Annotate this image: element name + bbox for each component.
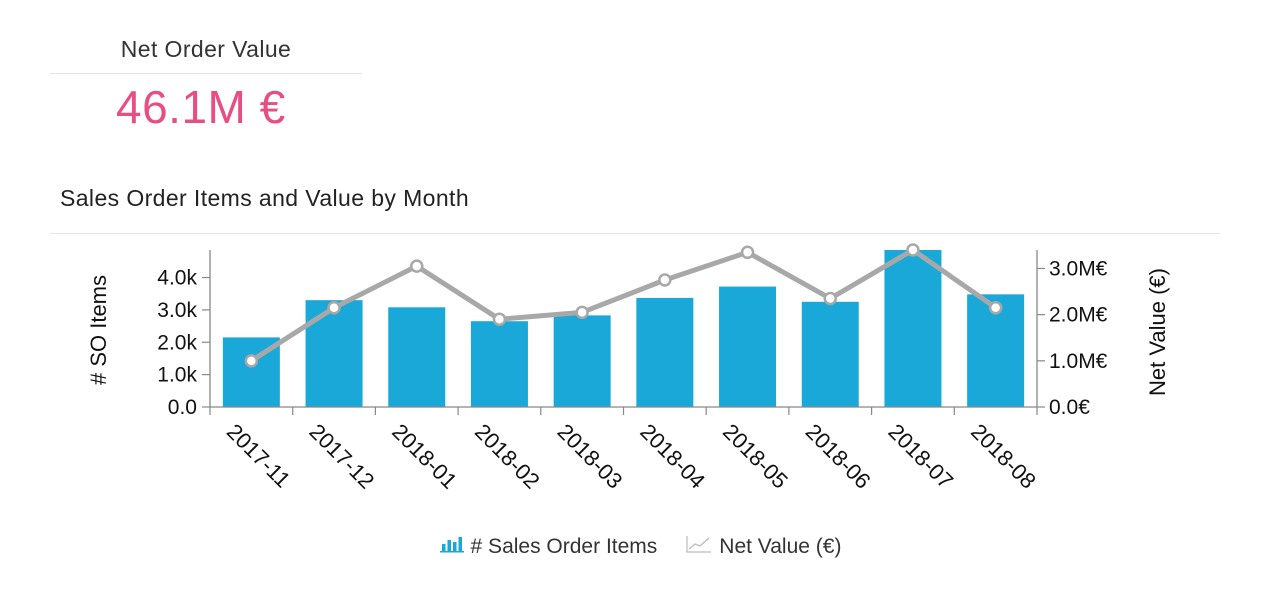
- kpi-title: Net Order Value: [120, 36, 292, 62]
- legend-item-items[interactable]: # Sales Order Items: [439, 535, 658, 559]
- y-left-tick-label: 2.0k: [157, 331, 197, 354]
- x-tick-label: 2018-04: [635, 419, 710, 494]
- net-value-point-2018-07: [906, 243, 920, 257]
- y-right-tick-label: 0.0€: [1049, 396, 1090, 419]
- x-tick-label: 2018-08: [966, 419, 1041, 494]
- x-tick-label: 2017-12: [305, 419, 380, 494]
- net-value-point-2017-12: [327, 300, 341, 315]
- y-right-tick-label: 2.0M€: [1049, 304, 1108, 327]
- legend-item-value[interactable]: Net Value (€): [685, 534, 841, 560]
- bar-2018-05: [719, 286, 777, 407]
- chart-legend: # Sales Order Items Net Value (€): [0, 534, 1280, 560]
- kpi-divider: [50, 73, 362, 74]
- bar-2018-03: [553, 315, 611, 407]
- net-value-point-2018-03: [575, 305, 589, 320]
- y-left-tick-label: 1.0k: [157, 364, 197, 387]
- x-tick-label: 2018-01: [387, 419, 462, 494]
- x-tick-label: 2017-11: [222, 419, 296, 493]
- bar-2018-06: [801, 301, 859, 407]
- line-chart-icon: [685, 534, 713, 560]
- bar-2018-02: [470, 321, 528, 407]
- net-value-point-2018-05: [740, 245, 755, 260]
- net-value-point-2018-02: [492, 312, 507, 327]
- net-value-point-2018-01: [410, 259, 424, 273]
- bar-2017-12: [305, 300, 363, 407]
- bar-2018-07: [884, 250, 942, 407]
- bar-chart-icon: [439, 535, 465, 559]
- y-right-tick-label: 3.0M€: [1049, 257, 1108, 280]
- legend-label-items: # Sales Order Items: [470, 535, 658, 558]
- y-left-axis-title: # SO Items: [86, 275, 111, 385]
- bar-2018-01: [388, 307, 446, 407]
- x-tick-label: 2018-07: [883, 419, 958, 494]
- x-tick-label: 2018-03: [553, 419, 628, 494]
- x-tick-label: 2018-05: [718, 419, 793, 494]
- kpi-card: Net Order Value 46.1M €: [50, 30, 362, 133]
- y-left-tick-label: 0.0: [168, 396, 197, 419]
- net-value-point-2017-11: [244, 354, 259, 368]
- legend-label-value: Net Value (€): [719, 535, 842, 558]
- y-left-tick-label: 4.0k: [157, 267, 197, 290]
- kpi-value: 46.1M €: [116, 81, 286, 133]
- x-tick-label: 2018-02: [470, 419, 545, 494]
- net-value-point-2018-04: [658, 273, 672, 287]
- chart-divider: [50, 233, 1220, 234]
- y-left-tick-label: 3.0k: [157, 299, 197, 322]
- net-value-point-2018-08: [988, 300, 1003, 315]
- net-value-point-2018-06: [823, 291, 837, 306]
- chart-title: Sales Order Items and Value by Month: [60, 185, 470, 211]
- bar-2018-04: [636, 297, 694, 407]
- y-right-tick-label: 1.0M€: [1049, 350, 1108, 373]
- x-tick-label: 2018-06: [801, 419, 876, 494]
- net-value-line: [248, 247, 999, 364]
- y-right-axis-title: Net Value (€): [1145, 268, 1170, 396]
